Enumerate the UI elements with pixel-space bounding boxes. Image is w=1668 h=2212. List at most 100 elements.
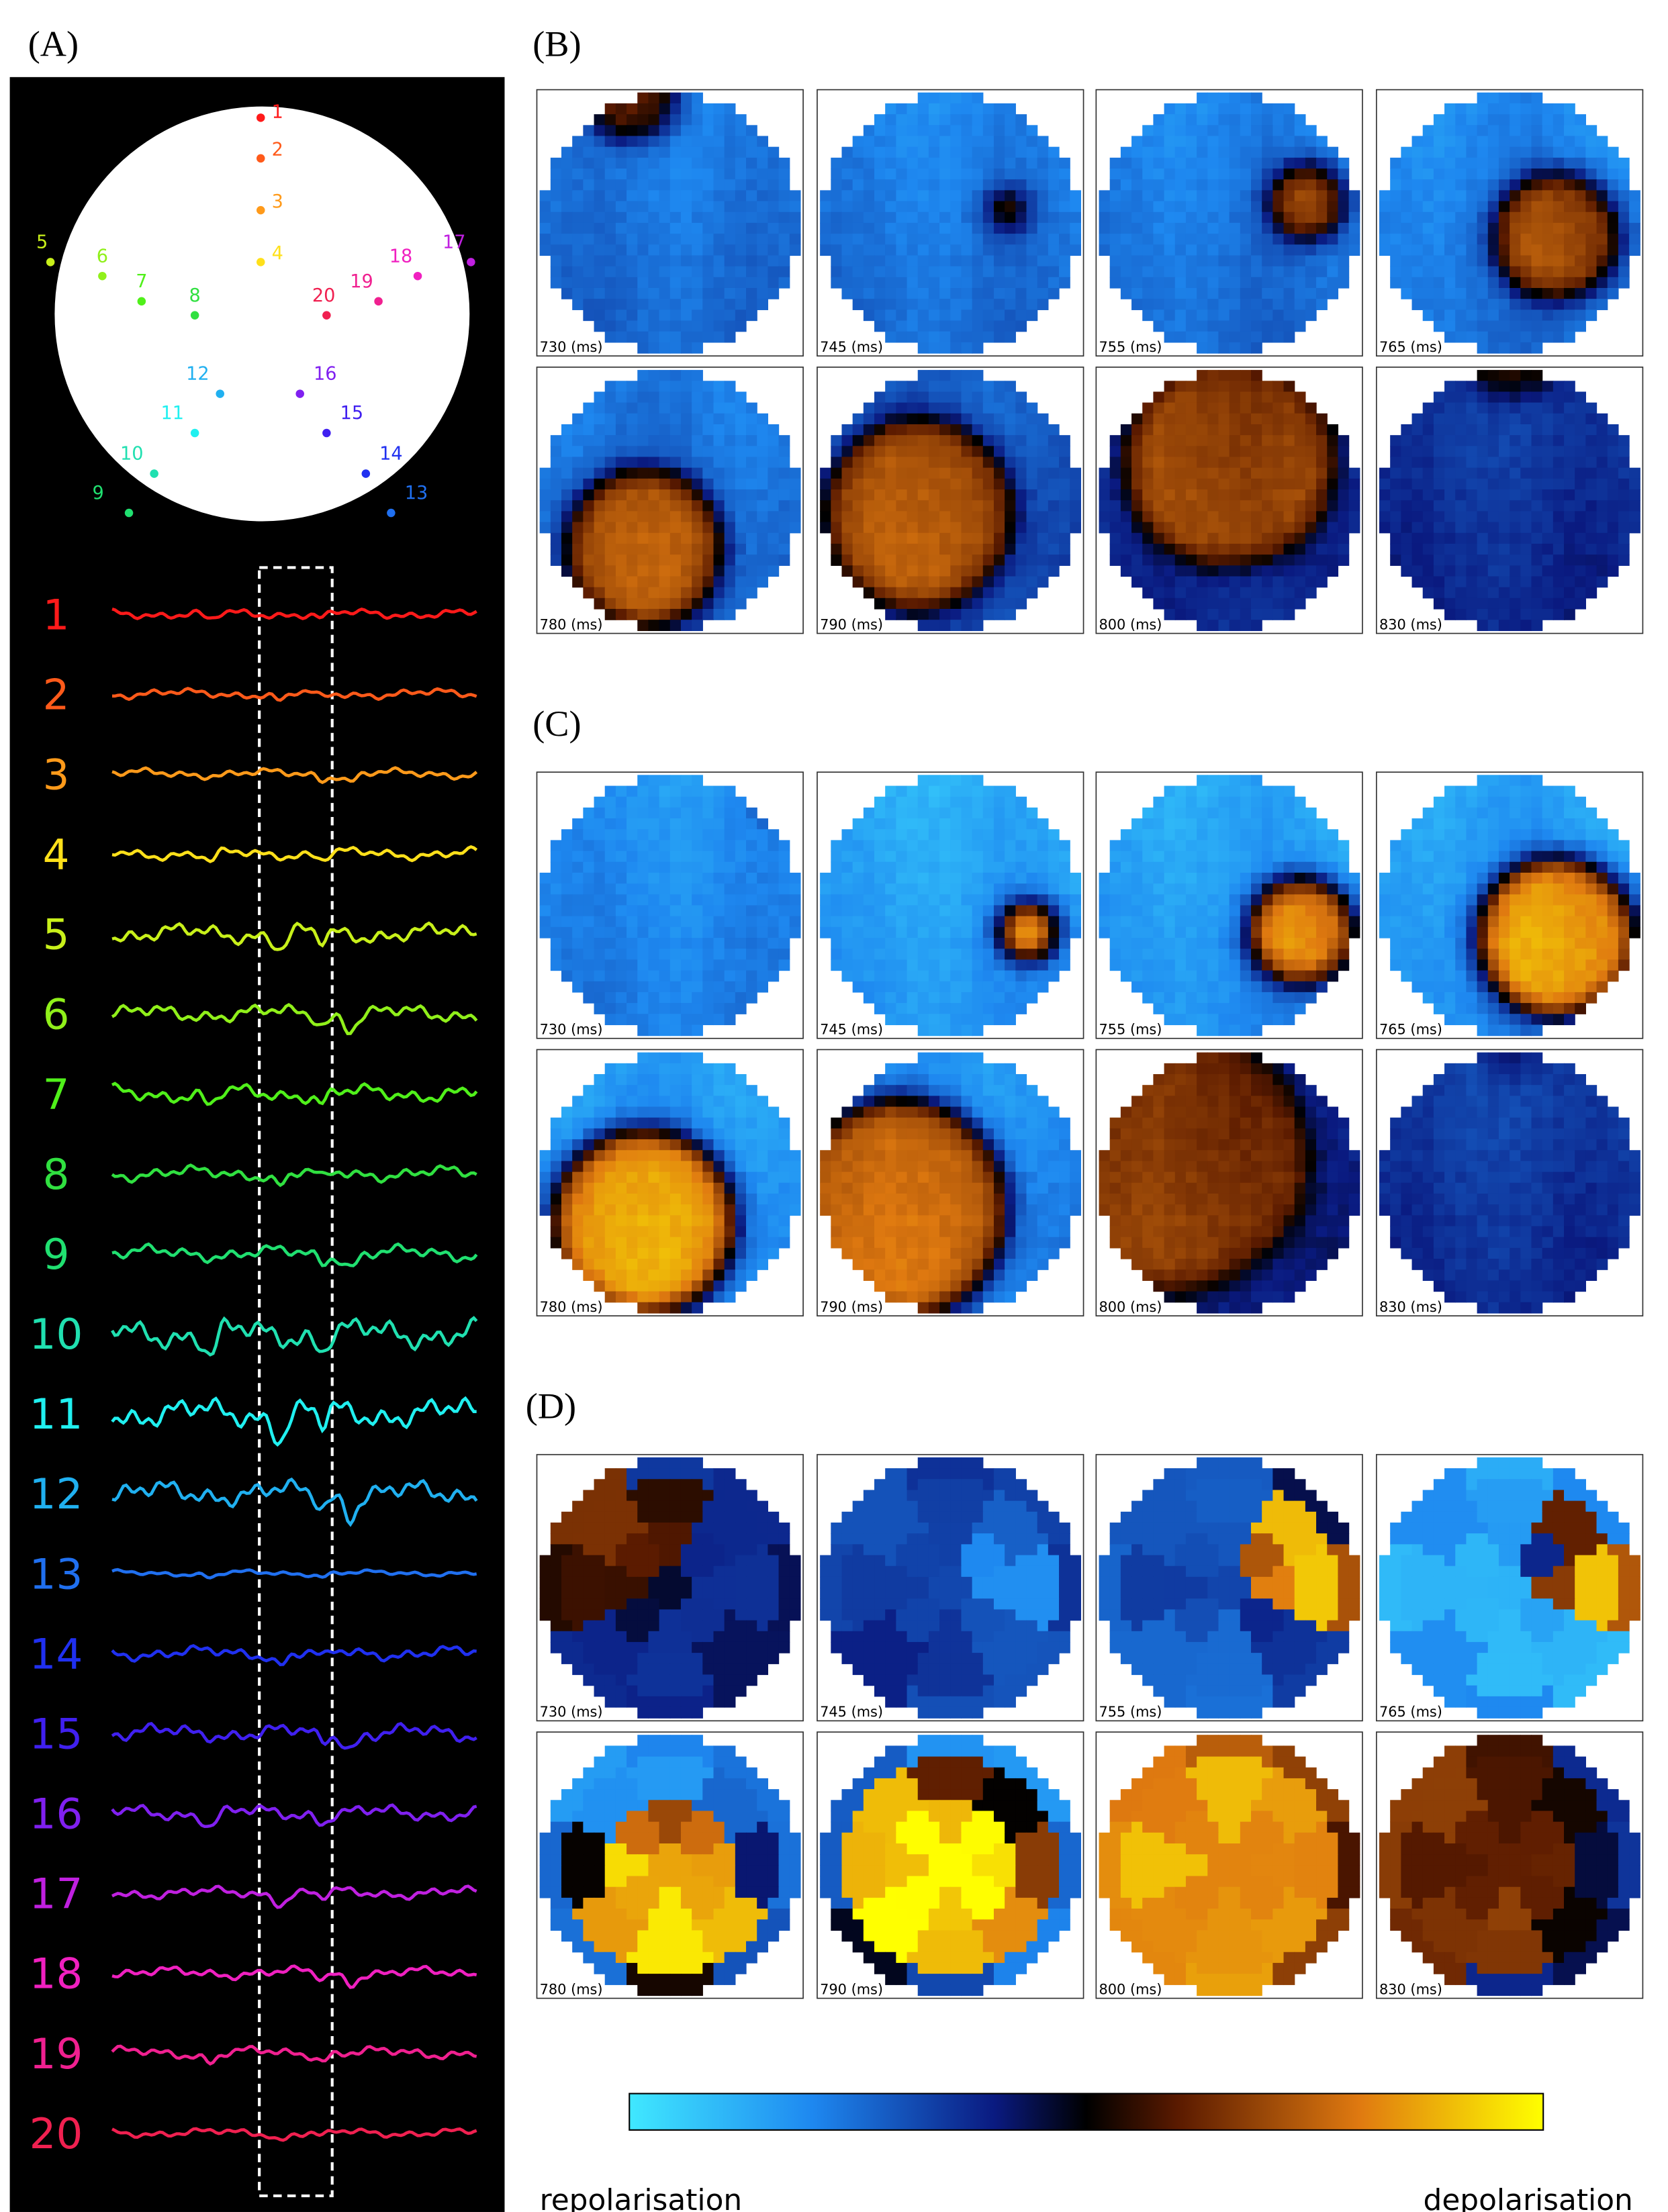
- heatmap-cell: [561, 543, 573, 555]
- heatmap-cell: [1142, 309, 1154, 322]
- heatmap-cell: [939, 234, 951, 245]
- heatmap-cell: [1401, 201, 1413, 213]
- heatmap-cell: [1251, 883, 1262, 895]
- heatmap-cell: [972, 467, 984, 479]
- heatmap-cell: [615, 277, 627, 289]
- heatmap-cell: [1005, 190, 1016, 202]
- heatmap-cell: [1422, 244, 1434, 256]
- heatmap-cell: [1294, 125, 1306, 137]
- heatmap-cell: [1379, 201, 1391, 213]
- heatmap-cell: [669, 905, 682, 917]
- heatmap-cell: [1174, 146, 1187, 158]
- heatmap-cell: [768, 511, 780, 523]
- heatmap-cell: [1142, 169, 1154, 180]
- heatmap-cell: [1348, 926, 1360, 939]
- heatmap-cell: [1607, 190, 1619, 202]
- heatmap-cell: [1564, 456, 1575, 469]
- heatmap-cell: [1531, 576, 1543, 588]
- heatmap-cell: [1327, 157, 1339, 169]
- heatmap-cell: [907, 331, 919, 343]
- heatmap-cell: [1015, 266, 1027, 278]
- heatmap-cell: [939, 565, 951, 577]
- heatmap-cell: [896, 608, 908, 620]
- heatmap-cell: [1379, 500, 1391, 512]
- heatmap-cell: [1477, 522, 1489, 534]
- heatmap-cell: [1327, 829, 1339, 841]
- heatmap-cell: [572, 905, 584, 917]
- heatmap-cell: [1131, 287, 1143, 299]
- heatmap-cell: [1564, 136, 1575, 148]
- heatmap-cell: [1109, 851, 1121, 863]
- heatmap-cell: [874, 981, 886, 993]
- heatmap-cell: [1197, 424, 1208, 436]
- heatmap-cell: [1026, 532, 1038, 544]
- heatmap-cell: [1164, 532, 1176, 544]
- heatmap-cell: [1109, 926, 1121, 939]
- heatmap-cell: [896, 587, 908, 599]
- heatmap-cell: [669, 478, 682, 490]
- heatmap-cell: [885, 543, 896, 555]
- heatmap-cell: [1026, 500, 1038, 512]
- heatmap-cell: [659, 926, 671, 939]
- heatmap-cell: [885, 331, 896, 343]
- electrode-label: 13: [405, 483, 428, 503]
- heatmap-cell: [1487, 532, 1499, 544]
- heatmap-cell: [972, 576, 984, 588]
- heatmap-cell: [1262, 532, 1273, 544]
- heatmap-cell: [1229, 883, 1241, 895]
- heatmap-cell: [841, 446, 853, 458]
- heatmap-cell: [1015, 456, 1027, 469]
- heatmap-cell: [1585, 402, 1597, 414]
- heatmap-cell: [648, 872, 660, 884]
- heatmap-cell: [993, 381, 1005, 393]
- heatmap-cell: [1164, 424, 1176, 436]
- heatmap-cell: [713, 114, 725, 126]
- heatmap-cell: [1305, 299, 1317, 310]
- heatmap-cell: [550, 851, 562, 863]
- heatmap-cell: [1164, 565, 1176, 577]
- heatmap-cell: [1131, 157, 1143, 169]
- heatmap-cell: [1218, 894, 1230, 906]
- heatmap-cell: [972, 959, 984, 971]
- heatmap-cell: [1026, 222, 1038, 234]
- heatmap-cell: [637, 489, 649, 501]
- heatmap-cell: [1120, 872, 1132, 884]
- heatmap-cell: [746, 840, 757, 852]
- heatmap-cell: [604, 234, 616, 245]
- heatmap-cell: [572, 157, 584, 169]
- heatmap-cell: [1037, 500, 1049, 512]
- heatmap-cell: [1553, 234, 1565, 245]
- heatmap-cell: [1487, 309, 1499, 322]
- heatmap-cell: [735, 456, 747, 469]
- heatmap-cell: [1283, 905, 1295, 917]
- heatmap-cell: [917, 244, 929, 256]
- heatmap-cell: [1229, 222, 1241, 234]
- heatmap-cell: [735, 532, 747, 544]
- heatmap-cell: [1316, 201, 1328, 213]
- heatmap-cell: [637, 320, 649, 332]
- heatmap-cell: [713, 179, 725, 191]
- heatmap-cell: [1109, 190, 1121, 202]
- heatmap-cell: [1422, 489, 1434, 501]
- heatmap-cell: [1120, 949, 1132, 960]
- heatmap-cell: [1596, 413, 1608, 425]
- heatmap-cell: [713, 532, 725, 544]
- heatmap-cell: [1262, 543, 1273, 555]
- heatmap-cell: [648, 829, 660, 841]
- heatmap-cell: [1411, 576, 1424, 588]
- heatmap-cell: [692, 576, 703, 588]
- heatmap-cell: [950, 92, 962, 104]
- heatmap-cell: [550, 179, 562, 191]
- heatmap-cell: [852, 522, 864, 534]
- heatmap-cell: [692, 489, 703, 501]
- heatmap-cell: [789, 478, 801, 490]
- heatmap-cell: [939, 266, 951, 278]
- heatmap-cell: [561, 555, 573, 566]
- heatmap-cell: [1218, 114, 1230, 126]
- heatmap-cell: [1498, 287, 1510, 299]
- heatmap-cell: [724, 829, 736, 841]
- heatmap-cell: [1294, 255, 1306, 267]
- heatmap-cell: [627, 169, 638, 180]
- heatmap-cell: [1153, 829, 1165, 841]
- heatmap-cell: [1272, 467, 1285, 479]
